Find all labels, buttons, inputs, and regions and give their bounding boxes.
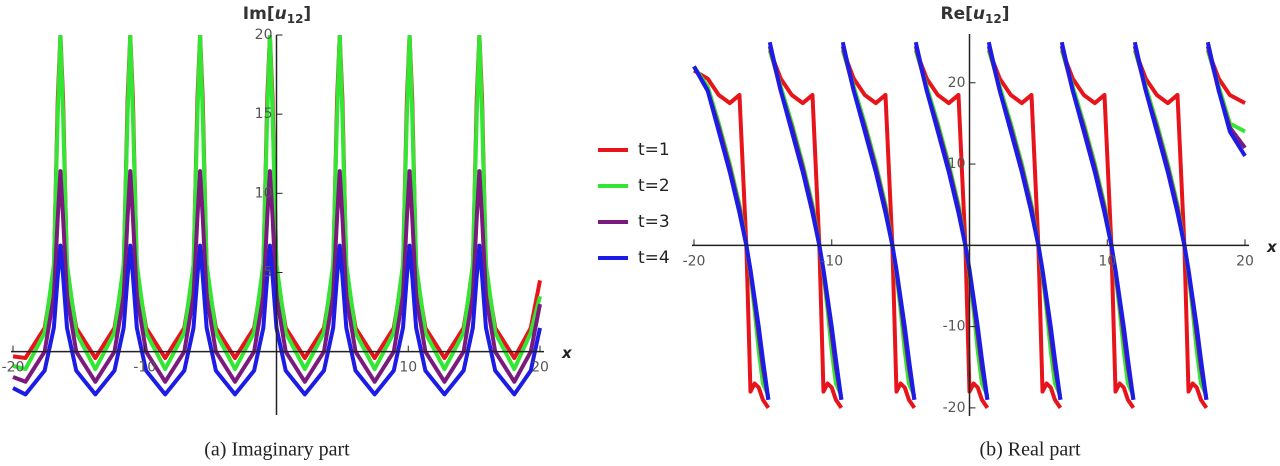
legend-label: t=1 [638,140,670,160]
x-tick-label: 20 [531,360,549,376]
y-tick-label: 15 [255,106,273,122]
plot: -20 -10 10 20 -20 -10 10 20 x Re[u12] (b) Real par… [683,4,1278,461]
series-line [12,243,542,397]
y-tick-label: 10 [255,185,273,201]
y-tick-label: -20 [943,400,966,416]
y-tick-label: 20 [948,75,966,91]
caption: (b) Real part [979,439,1081,461]
y-tick-label: 10 [948,156,966,172]
plot: -20 -10 10 20 5 10 15 20 x Im[u12] (a) Imaginary p… [2,4,573,461]
x-axis-label: x [561,344,573,362]
x-tick-label: -20 [2,360,25,376]
title-part: Re[ [941,4,973,24]
y-tick-label: 20 [255,27,273,43]
x-tick-label: 10 [399,360,417,376]
title-part: Im[ [243,4,275,24]
caption: (a) Imaginary part [204,439,350,461]
title-part: ] [303,4,311,24]
legend-label: t=3 [638,212,670,232]
y-tick-label: -10 [943,319,966,335]
x-tick-label: 20 [1236,253,1254,269]
legend-label: t=4 [638,248,670,268]
title-part: 12 [287,12,304,26]
x-tick-label: -10 [133,360,156,376]
title-part: u [275,4,287,24]
x-tick-label: -10 [820,253,843,269]
series-line [12,169,542,384]
title-part: 12 [985,12,1002,26]
title-part: ] [1002,4,1010,24]
chart-title: Im[u12] [243,4,311,26]
legend: t=1 t=2 t=3 t=4 [598,140,670,268]
series-line [12,35,542,372]
curves [12,35,542,397]
chart-title: Re[u12] [941,4,1010,26]
x-tick-label: -20 [683,253,706,269]
x-axis-label: x [1266,238,1278,256]
y-tick-label: 5 [264,265,273,281]
x-tick-label: 10 [1098,253,1116,269]
title-part: u [973,4,985,24]
legend-label: t=2 [638,176,670,196]
